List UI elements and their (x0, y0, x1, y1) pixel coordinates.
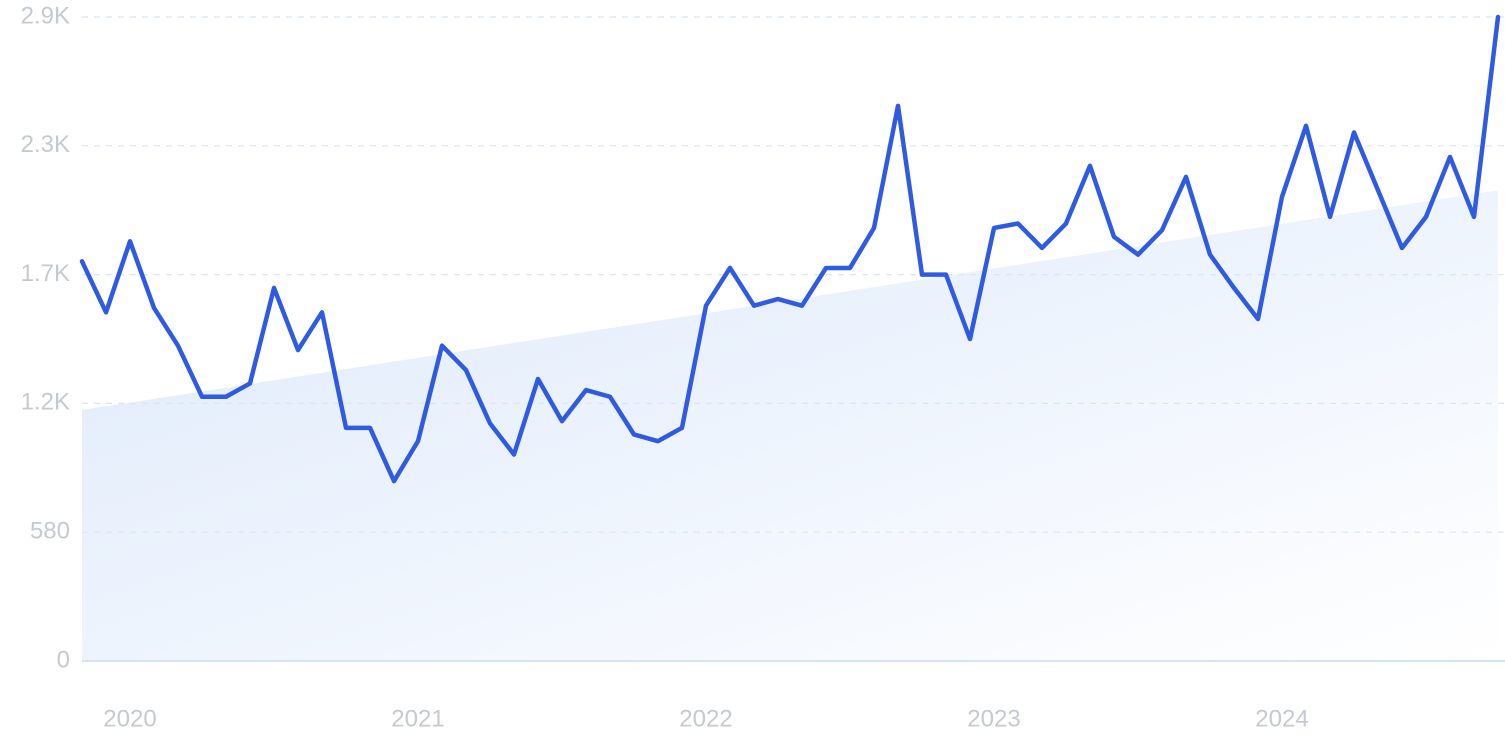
x-tick-label: 2023 (967, 705, 1020, 732)
y-tick-label: 1.7K (21, 260, 70, 287)
y-tick-label: 0 (57, 646, 70, 673)
trend-area (82, 190, 1498, 661)
y-tick-label: 2.3K (21, 131, 70, 158)
x-tick-label: 2021 (391, 705, 444, 732)
y-tick-label: 2.9K (21, 2, 70, 29)
y-tick-label: 580 (30, 518, 70, 545)
x-tick-label: 2020 (103, 705, 156, 732)
line (79, 14, 1501, 484)
x-tick-label: 2022 (679, 705, 732, 732)
x-tick-label: 2024 (1255, 705, 1308, 732)
y-tick-label: 1.2K (21, 389, 70, 416)
